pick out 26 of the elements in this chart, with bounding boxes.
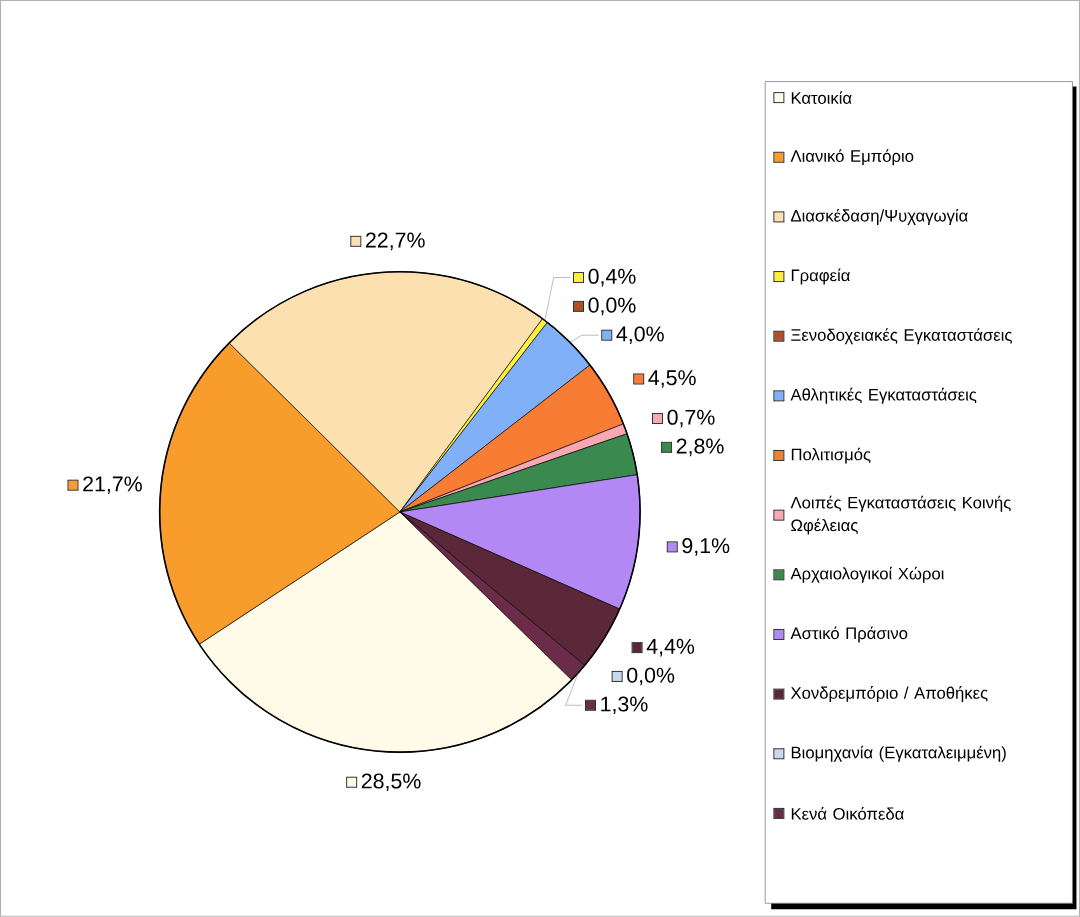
legend-label: Λοιπές Εγκαταστάσεις Κοινής Ωφέλειας: [790, 495, 1011, 535]
data-label: 1,3%: [601, 696, 648, 715]
legend-label: Πολιτισμός: [791, 447, 871, 464]
data-label: 0,4%: [588, 268, 636, 287]
data-label: 2,8%: [676, 438, 724, 457]
legend-label: Κενά Οικόπεδα: [791, 807, 904, 820]
legend-label: Χονδρεμπόριο / Αποθήκες: [790, 686, 988, 703]
legend-label: Βιομηχανία (Εγκαταλειμμένη): [791, 745, 1006, 762]
legend-label: Γραφεία: [791, 268, 850, 285]
data-label: 9,1%: [682, 538, 730, 556]
legend-label: Αθλητικές Εγκαταστάσεις: [790, 387, 977, 404]
data-label: 28,5%: [361, 773, 421, 792]
data-label: 22,7%: [366, 232, 425, 251]
legend-label: Λιανικό Εμπόριο: [790, 149, 914, 166]
legend-label: Αστικό Πράσινο: [790, 626, 908, 643]
legend-label: Αρχαιολογικοί Χώροι: [790, 566, 944, 583]
text: 0,0%: [588, 297, 636, 316]
data-label: 21,7%: [83, 476, 142, 495]
text: 0,0%: [627, 667, 675, 686]
data-label: 4,0%: [616, 326, 664, 345]
legend-label: Κατοικία: [791, 91, 852, 105]
data-label: 4,5%: [648, 370, 696, 388]
legend-label: Ξενοδοχειακές Εγκαταστάσεις: [791, 328, 1012, 345]
data-label: 4,4%: [646, 638, 695, 657]
data-label: 0,7%: [667, 409, 715, 428]
legend-label: Διασκέδαση/Ψυχαγωγία: [790, 208, 968, 225]
